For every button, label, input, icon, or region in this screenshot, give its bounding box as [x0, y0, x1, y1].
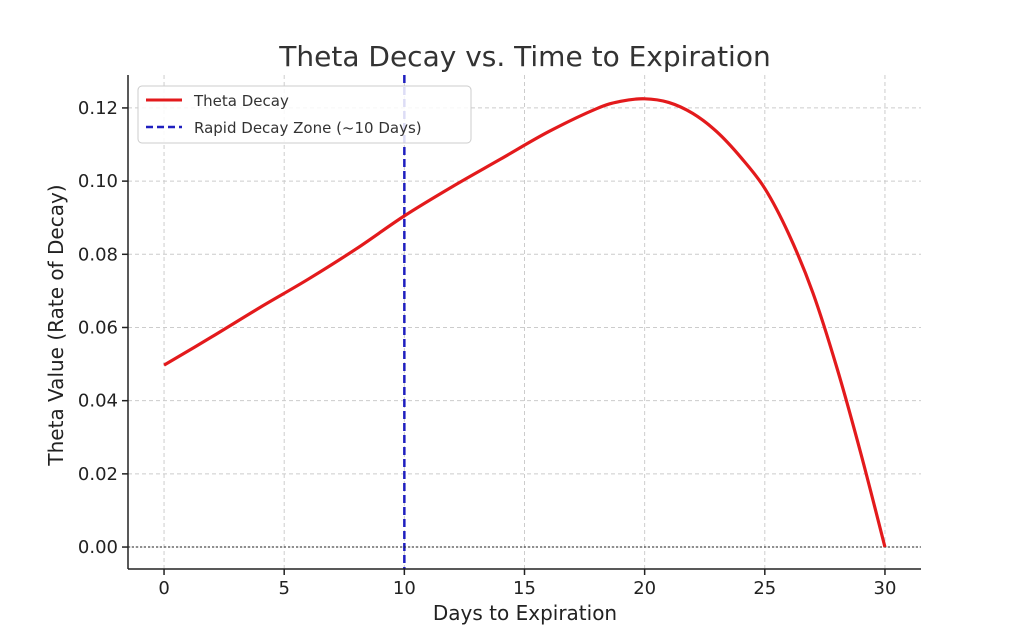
x-axis-label: Days to Expiration [433, 601, 617, 625]
series-layer [163, 97, 887, 548]
y-tick-label: 0.02 [78, 464, 118, 485]
x-tick-label: 30 [874, 578, 897, 599]
series-line-theta-decay [163, 97, 887, 548]
x-tick-label: 20 [633, 578, 656, 599]
legend-label-rapid-decay-zone: Rapid Decay Zone (~10 Days) [194, 119, 422, 137]
chart-title: Theta Decay vs. Time to Expiration [278, 40, 770, 73]
x-tick-label: 10 [393, 578, 416, 599]
legend-box [137, 85, 472, 144]
reference-lines [128, 75, 921, 569]
y-tick-label: 0.00 [78, 537, 118, 558]
y-tick-label: 0.12 [78, 98, 118, 119]
y-tick-label: 0.08 [78, 244, 118, 265]
grid [128, 75, 921, 569]
y-axis-label: Theta Value (Rate of Decay) [44, 184, 68, 466]
legend: Theta Decay Rapid Decay Zone (~10 Days) [137, 85, 472, 144]
y-tick-label: 0.06 [78, 317, 118, 338]
x-tick-label: 0 [158, 578, 169, 599]
x-tick-label: 15 [513, 578, 536, 599]
legend-label-theta-decay: Theta Decay [193, 92, 289, 110]
x-tick-label: 25 [753, 578, 776, 599]
x-tick-label: 5 [278, 578, 289, 599]
axes: 0 5 10 15 20 25 30 0.00 0.02 0.04 0.06 0.08 0.10 0.12 [78, 75, 921, 599]
y-tick-label: 0.04 [78, 391, 118, 412]
y-tick-label: 0.10 [78, 171, 118, 192]
